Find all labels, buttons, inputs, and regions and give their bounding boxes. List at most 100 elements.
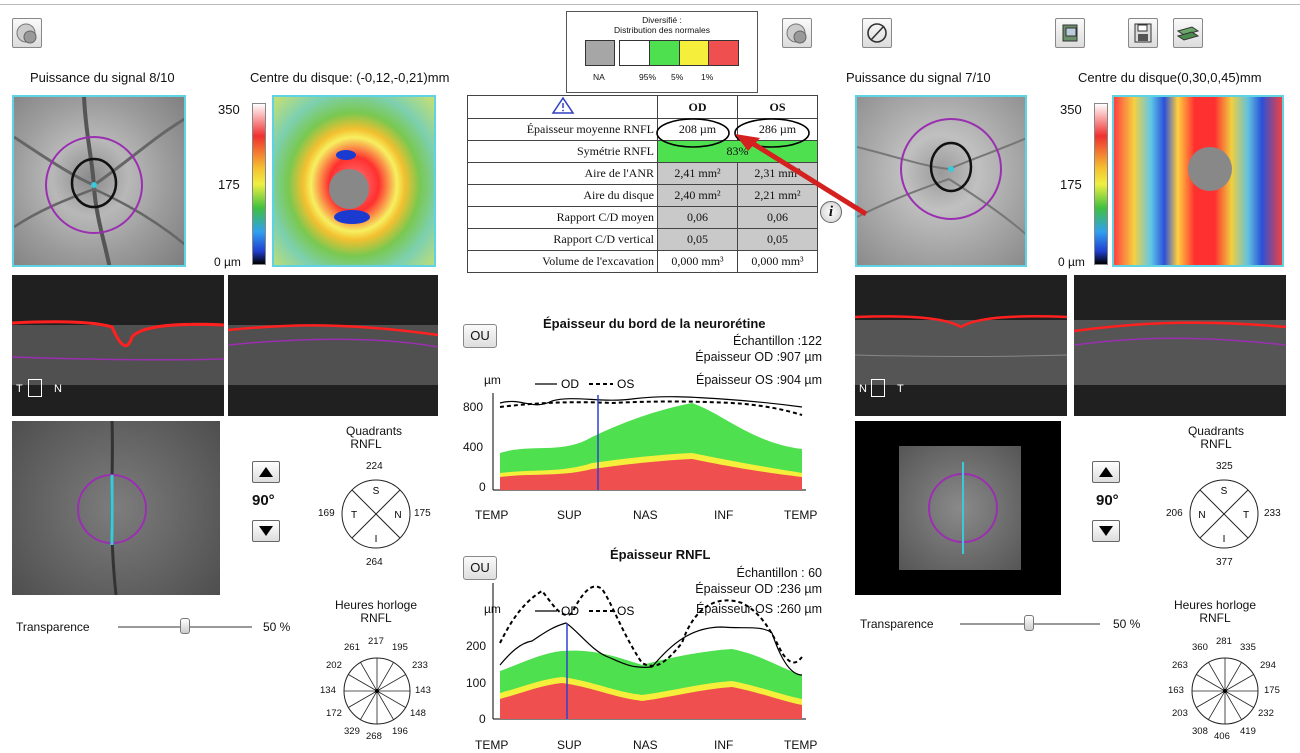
od-quadrants-title: Quadrants: [346, 424, 403, 438]
os-angle-up-button[interactable]: [1092, 461, 1120, 483]
od-clock-4: 148: [410, 708, 426, 719]
rim-graph-plot: [492, 393, 806, 491]
rnfl-xtick-sup: SUP: [557, 738, 582, 752]
floppy-disk-icon: [1134, 23, 1152, 43]
warning-triangle-icon[interactable]: [551, 96, 575, 114]
od-clock-title: Heures horloge: [334, 598, 418, 612]
os-scan-orientation-icon: [871, 379, 885, 397]
rnfl-legend-os: OS: [617, 604, 634, 618]
od-clock-2: 233: [412, 660, 428, 671]
os-quadrants-title2: RNFL: [1200, 437, 1232, 451]
os-transparency-handle[interactable]: [1024, 615, 1034, 631]
os-quad-s-value: 325: [1216, 461, 1233, 472]
os-clock-4: 232: [1258, 708, 1274, 719]
rim-ou-button[interactable]: OU: [463, 324, 497, 348]
column-os: OS: [737, 95, 818, 119]
row-label-cup-volume: Volume de l'excavation: [467, 250, 658, 273]
layers-button[interactable]: [1055, 18, 1085, 48]
os-quad-letter-left: N: [1198, 510, 1205, 521]
legend-label-5: 5%: [671, 72, 684, 82]
disc-overlay-button[interactable]: [862, 18, 892, 48]
os-clock-11: 360: [1192, 642, 1208, 653]
os-angle-value: 90°: [1096, 492, 1119, 509]
legend-color-bar: [619, 40, 739, 66]
od-clock-11: 261: [344, 642, 360, 653]
od-disc-area: 2,40 mm²: [657, 184, 738, 207]
od-angle-up-button[interactable]: [252, 461, 280, 483]
rnfl-ytick-100: 100: [466, 676, 487, 690]
os-quad-letter-bottom: I: [1223, 534, 1226, 545]
table-row: Rapport C/D moyen 0,06 0,06: [467, 206, 818, 229]
od-enface-image[interactable]: [12, 420, 220, 596]
os-enface-panel[interactable]: [855, 421, 1061, 595]
od-quad-i-value: 264: [366, 557, 383, 568]
legend-label-1: 1%: [701, 72, 714, 82]
os-cd-avg: 0,06: [737, 206, 818, 229]
os-clock-title2: RNFL: [1199, 611, 1231, 625]
rnfl-graph-unit: µm: [484, 602, 501, 616]
od-clock-7: 329: [344, 726, 360, 737]
rnfl-graph-sample: Échantillon : 60: [736, 566, 822, 580]
os-clock-2: 294: [1260, 660, 1276, 671]
row-label-rnfl-avg: Épaisseur moyenne RNFL: [467, 118, 658, 141]
table-row: Aire de l'ANR 2,41 mm² 2,31 mm²: [467, 162, 818, 185]
od-cup-volume: 0,000 mm³: [657, 250, 738, 273]
os-clock-title: Heures horloge: [1173, 598, 1257, 612]
od-clock-3: 143: [415, 685, 431, 696]
os-thickness-map[interactable]: [1112, 95, 1284, 267]
rim-ytick-0: 0: [479, 480, 486, 494]
os-angle-down-button[interactable]: [1092, 520, 1120, 542]
os-clock-9: 163: [1168, 685, 1184, 696]
rim-legend-od: OD: [561, 377, 579, 391]
od-scale-mid: 175: [218, 177, 240, 192]
od-angle-value: 90°: [252, 492, 275, 509]
od-transparency-label: Transparence: [16, 620, 90, 634]
od-cd-vertical: 0,05: [657, 228, 738, 251]
rim-graph-unit: µm: [484, 373, 501, 387]
row-label-symmetry: Symétrie RNFL: [467, 140, 658, 163]
os-fundus-image[interactable]: [855, 95, 1027, 267]
od-quad-letter-bottom: I: [375, 534, 378, 545]
scan-select-button-os[interactable]: [782, 18, 812, 48]
os-bscan-horizontal[interactable]: [1074, 275, 1286, 416]
rnfl-ou-button[interactable]: OU: [463, 556, 497, 580]
od-thickness-map[interactable]: [272, 95, 436, 267]
scan-select-button[interactable]: [12, 18, 42, 48]
os-quadrants-title: Quadrants: [1187, 424, 1245, 438]
export-button[interactable]: [1173, 18, 1203, 48]
scan-icon: [16, 23, 37, 44]
od-bscan-horizontal[interactable]: [228, 275, 438, 416]
od-bscan-vertical[interactable]: T N: [12, 275, 224, 416]
od-quadrants-title2: RNFL: [350, 437, 382, 451]
od-fundus-image[interactable]: [12, 95, 186, 267]
circle-slash-icon: [867, 23, 887, 43]
save-button[interactable]: [1128, 18, 1158, 48]
os-bscan-vertical[interactable]: N T: [855, 275, 1067, 416]
os-rim-area: 2,31 mm²: [737, 162, 818, 185]
info-button[interactable]: i: [820, 201, 842, 223]
od-quad-t-value: 169: [318, 508, 335, 519]
od-angle-down-button[interactable]: [252, 520, 280, 542]
od-scan-dir-right: N: [54, 383, 62, 395]
legend-swatch-1: [709, 41, 738, 65]
rim-ytick-800: 800: [463, 400, 484, 414]
od-clock-6: 268: [366, 731, 382, 742]
rim-graph-od-thickness: Épaisseur OD :907 µm: [695, 350, 822, 364]
os-clock-10: 263: [1172, 660, 1188, 671]
od-fundus-overlay: [14, 97, 184, 265]
os-transparency-value: 50 %: [1113, 617, 1141, 631]
rim-graph-title: Épaisseur du bord de la neurorétine: [543, 316, 766, 331]
od-enface-overlay: [77, 420, 147, 596]
os-disc-center: Centre du disque(0,30,0,45)mm: [1078, 70, 1262, 85]
legend-title: Diversifié :: [642, 15, 682, 25]
os-bscan-horizontal-layers: [1074, 320, 1286, 385]
od-transparency-handle[interactable]: [180, 618, 190, 634]
os-clock-5: 419: [1240, 726, 1256, 737]
od-quad-n-value: 175: [414, 508, 431, 519]
os-scale-min: 0 µm: [1058, 255, 1085, 269]
rnfl-xtick-temp-end: TEMP: [784, 738, 818, 752]
os-clock-7: 308: [1192, 726, 1208, 737]
od-quadrant-diagram: S T N I: [341, 479, 411, 549]
legend-subtitle: Distribution des normales: [614, 25, 710, 35]
scan-icon: [786, 23, 807, 44]
